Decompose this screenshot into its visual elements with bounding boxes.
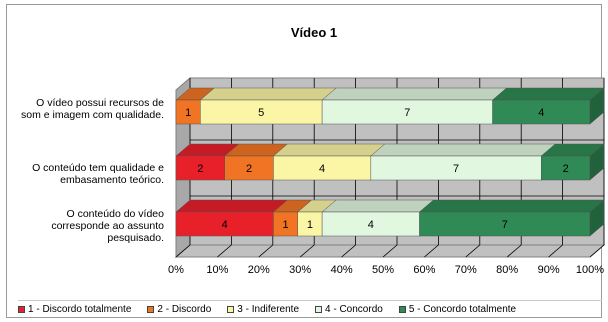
category-label: O conteúdo tem qualidade e embasamento t…: [32, 162, 164, 186]
bar-segment-top: [199, 87, 337, 101]
x-axis-ticks: 0% 10% 20% 30% 40% 50% 60% 70% 80% 90% 100%: [168, 264, 604, 276]
legend-item: 3 - Indiferente: [227, 304, 299, 315]
x-tick-label: 20%: [248, 264, 270, 276]
gridline-floor: [299, 244, 315, 258]
bar-segment: [175, 99, 201, 125]
x-tick-label: 50%: [372, 264, 394, 276]
gridline-floor: [548, 244, 563, 258]
gridline-floor: [589, 244, 605, 258]
bar-side-face: [589, 199, 605, 237]
bar-value-label: 1: [283, 219, 289, 231]
legend-swatch: [18, 305, 25, 313]
x-tick-label: 30%: [289, 264, 311, 276]
bar-segment: [200, 99, 323, 125]
legend-swatch: [398, 305, 406, 313]
bar-value-label: 5: [258, 107, 264, 119]
gridline-floor: [424, 244, 439, 258]
x-tick-label: 0%: [168, 264, 184, 276]
bar-value-label: 4: [222, 219, 228, 231]
bar-value-label: 4: [538, 107, 544, 119]
bar-side-face: [589, 87, 605, 125]
bar-value-label: 2: [563, 163, 569, 175]
bar-segment-top: [321, 199, 435, 213]
gridline-floor: [341, 244, 356, 258]
legend-swatch: [147, 305, 155, 313]
legend-item: 2 - Discordo: [147, 304, 211, 315]
bar-segment-top: [370, 143, 556, 157]
bar-segment-top: [418, 199, 605, 213]
x-tick-label: 40%: [331, 264, 353, 276]
legend-label: 1 - Discordo totalmente: [28, 303, 132, 315]
bar-segment-top: [272, 143, 386, 157]
bar-value-label: 7: [453, 163, 459, 175]
legend-item: 1 - Discordo totalmente: [18, 304, 131, 315]
bar-value-label: 4: [319, 163, 325, 175]
chart-title: Vídeo 1: [291, 25, 337, 40]
bar-segment: [321, 99, 493, 125]
gridline-floor: [465, 244, 481, 258]
x-tick-label: 70%: [455, 264, 477, 276]
bar-segment: [224, 155, 274, 181]
bar-segment: [321, 211, 420, 237]
legend-item: 5 - Concordo totalmente: [398, 303, 517, 315]
bar-segment-top: [491, 87, 605, 101]
bar-value-label: 1: [185, 107, 191, 119]
bar-segment: [175, 155, 225, 181]
bar-segment-top: [321, 87, 508, 101]
bar-side-face: [589, 143, 605, 181]
x-tick-label: 100%: [576, 264, 604, 276]
legend-swatch: [315, 305, 323, 313]
legend-swatch: [227, 305, 235, 313]
bar-segment-top: [175, 199, 289, 213]
bar-segment: [419, 211, 591, 237]
legend: 1 - Discordo totalmente 2 - Discordo 3 - I…: [18, 300, 602, 317]
bar-segment: [541, 155, 591, 181]
bar-value-label: 2: [246, 163, 252, 175]
legend-label: 2 - Discordo: [157, 303, 212, 315]
bars: 1 5 7 4 2 2 4 7 2 4 1 1 4 7: [175, 87, 605, 237]
legend-item: 4 - Concordo: [315, 304, 383, 315]
bar-value-label: 7: [502, 219, 508, 231]
gridline-floor: [217, 244, 232, 258]
x-tick-label: 90%: [538, 264, 560, 276]
legend-label: 3 - Indiferente: [237, 303, 300, 315]
x-tick-label: 10%: [206, 264, 228, 276]
gridline-floor: [506, 244, 522, 258]
bar-value-label: 1: [307, 219, 313, 231]
gridline-floor: [175, 244, 191, 258]
legend-label: 5 - Concordo totalmente: [408, 303, 517, 315]
bar-segment: [492, 99, 591, 125]
bar-segment: [370, 155, 542, 181]
legend-label: 4 - Concordo: [325, 303, 383, 315]
category-label: O conteúdo do vídeo corresponde ao assun…: [51, 208, 164, 244]
gridline-floor: [258, 244, 274, 258]
category-label: O vídeo possui recursos de som e imagem …: [21, 97, 164, 121]
x-tick-label: 80%: [496, 264, 518, 276]
gridline-floor: [382, 244, 398, 258]
bar-segment: [273, 155, 372, 181]
bar-segment: [175, 211, 274, 237]
x-tick-label: 60%: [413, 264, 435, 276]
bar-value-label: 7: [404, 107, 410, 119]
bar-value-label: 4: [368, 219, 374, 231]
bar-value-label: 2: [197, 163, 203, 175]
